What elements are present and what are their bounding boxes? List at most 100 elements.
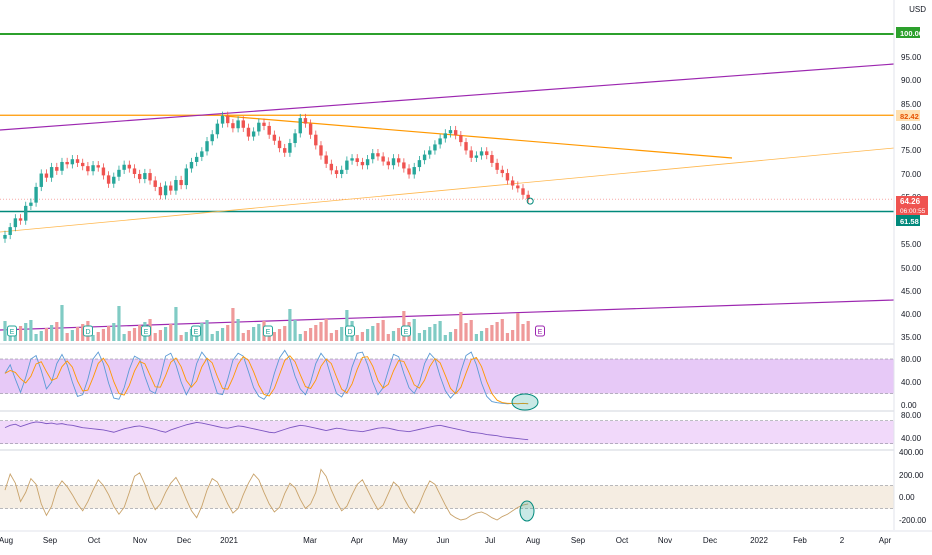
stochastic-d-line[interactable] <box>4 355 529 405</box>
candle[interactable] <box>334 170 339 174</box>
candle[interactable] <box>433 144 437 151</box>
candle[interactable] <box>112 176 116 184</box>
candle[interactable] <box>8 227 12 235</box>
candle[interactable] <box>396 158 401 163</box>
candle[interactable] <box>257 122 261 132</box>
candle[interactable] <box>428 150 432 155</box>
candle[interactable] <box>205 141 209 152</box>
candle[interactable] <box>179 179 183 186</box>
candle[interactable] <box>49 167 54 178</box>
cci-line[interactable] <box>4 468 529 521</box>
candle[interactable] <box>308 123 313 135</box>
event-marker[interactable] <box>535 325 545 337</box>
candle[interactable] <box>417 160 422 168</box>
candle[interactable] <box>521 188 525 195</box>
candle[interactable] <box>324 155 328 164</box>
candle[interactable] <box>13 218 18 228</box>
candle[interactable] <box>510 180 515 186</box>
candle[interactable] <box>314 134 318 146</box>
stochastic-k-line[interactable] <box>4 349 529 405</box>
candle[interactable] <box>106 175 111 184</box>
candle[interactable] <box>169 185 173 191</box>
candle[interactable] <box>464 142 468 151</box>
candle[interactable] <box>163 185 168 196</box>
candle[interactable] <box>75 159 80 163</box>
candle[interactable] <box>293 133 297 144</box>
candle[interactable] <box>34 186 38 203</box>
level-badge[interactable] <box>896 27 920 38</box>
candle[interactable] <box>267 125 271 135</box>
event-marker[interactable] <box>141 325 151 337</box>
candle[interactable] <box>345 160 349 170</box>
candle[interactable] <box>350 158 354 161</box>
candle[interactable] <box>262 122 266 126</box>
candle[interactable] <box>101 167 106 176</box>
candle[interactable] <box>251 131 256 137</box>
candle[interactable] <box>340 169 344 174</box>
candle[interactable] <box>500 169 504 174</box>
candle[interactable] <box>55 167 59 171</box>
candle[interactable] <box>215 123 220 135</box>
candle[interactable] <box>148 173 152 181</box>
candle[interactable] <box>422 154 427 161</box>
candle[interactable] <box>381 156 385 162</box>
candle[interactable] <box>231 123 235 129</box>
candle[interactable] <box>283 148 287 153</box>
candle[interactable] <box>298 118 302 134</box>
candle[interactable] <box>81 162 85 167</box>
candle[interactable] <box>91 165 95 172</box>
highlight-ellipse[interactable] <box>511 393 539 411</box>
candle[interactable] <box>365 159 370 166</box>
candle[interactable] <box>490 155 494 163</box>
candle[interactable] <box>174 179 178 191</box>
orange-trendline-resistance[interactable] <box>224 115 733 159</box>
candle[interactable] <box>184 168 188 186</box>
candle[interactable] <box>355 158 359 162</box>
candle[interactable] <box>407 168 411 175</box>
candle[interactable] <box>319 145 323 156</box>
candle[interactable] <box>386 161 391 166</box>
candle[interactable] <box>127 164 132 169</box>
candle[interactable] <box>485 151 489 156</box>
rsi-line[interactable] <box>4 421 529 441</box>
event-marker[interactable] <box>345 325 355 337</box>
candle[interactable] <box>505 173 510 181</box>
candle[interactable] <box>3 234 7 239</box>
candle[interactable] <box>24 205 28 221</box>
candle[interactable] <box>236 120 240 129</box>
candle[interactable] <box>189 161 194 169</box>
candle[interactable] <box>376 153 380 157</box>
candle[interactable] <box>495 162 499 170</box>
candle[interactable] <box>371 153 375 160</box>
candle[interactable] <box>272 134 277 141</box>
candle[interactable] <box>329 163 334 171</box>
candle[interactable] <box>210 134 214 142</box>
candle[interactable] <box>448 130 453 134</box>
candle[interactable] <box>474 155 479 158</box>
candle[interactable] <box>132 168 137 174</box>
candle[interactable] <box>459 135 463 143</box>
candle[interactable] <box>96 165 100 168</box>
candle[interactable] <box>65 161 69 165</box>
candle[interactable] <box>60 161 64 171</box>
candle[interactable] <box>18 218 23 221</box>
purple-trendline-lower[interactable] <box>0 299 895 331</box>
candle[interactable] <box>194 156 199 162</box>
candle[interactable] <box>412 167 416 175</box>
candle[interactable] <box>391 158 396 166</box>
candle[interactable] <box>246 127 251 137</box>
candle[interactable] <box>360 161 365 166</box>
candle[interactable] <box>241 120 245 128</box>
level-badge[interactable] <box>896 215 920 226</box>
candle[interactable] <box>70 159 75 165</box>
candle[interactable] <box>288 143 292 153</box>
event-marker[interactable] <box>7 325 17 337</box>
candle[interactable] <box>117 169 121 177</box>
event-marker[interactable] <box>263 325 273 337</box>
level-badge[interactable] <box>896 110 920 121</box>
candle[interactable] <box>39 173 43 187</box>
purple-trendline-upper[interactable] <box>0 63 895 131</box>
candle[interactable] <box>277 140 282 149</box>
